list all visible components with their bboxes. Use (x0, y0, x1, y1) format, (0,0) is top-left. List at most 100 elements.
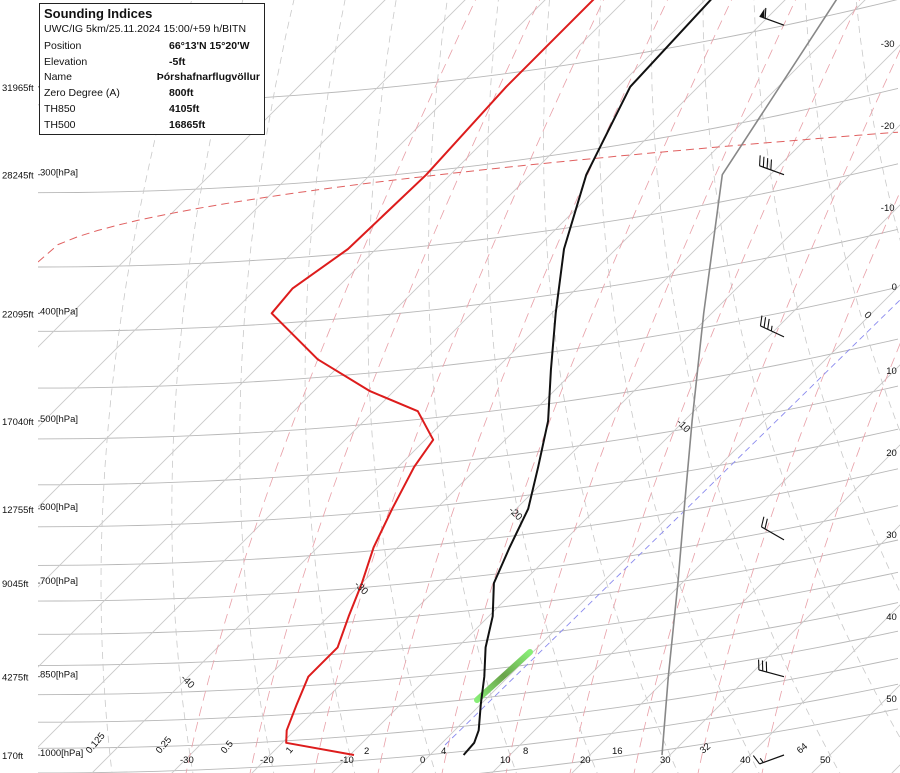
mixing-ratio-line (249, 0, 540, 773)
barb-flag (766, 158, 769, 169)
index-key: Zero Degree (A) (44, 87, 120, 100)
barb-pennant (759, 8, 765, 19)
height-tick-label: 31965ft (2, 83, 34, 94)
isobar-line (38, 468, 899, 566)
isotherm-label: -30 (352, 579, 370, 597)
isotherm-line (571, 444, 900, 773)
mixing-ratio-line (697, 191, 900, 773)
barb-half-flag (770, 325, 773, 332)
pressure-tick-label: 1050[hPa] (40, 772, 83, 773)
isobar-line (38, 571, 899, 666)
right-scale-label: -20 (881, 121, 895, 132)
mixing-ratio-label: 2 (364, 746, 369, 757)
index-row-th500: TH500 16865ft (44, 117, 260, 133)
parcel-curve (661, 0, 838, 756)
dry-adiabat-line (367, 0, 436, 773)
temperature-tick-label: 30 (660, 755, 671, 766)
lcl-line (444, 299, 900, 746)
wind-barb (752, 754, 785, 765)
index-key: Elevation (44, 55, 88, 68)
isobar-line (38, 657, 899, 749)
barb-staff (759, 754, 785, 765)
height-tick-label: 12755ft (2, 505, 34, 516)
isobar-line (38, 163, 899, 268)
barb-flag (759, 155, 761, 166)
isotherm-label: 0 (862, 310, 874, 322)
temperature-tick-label: 50 (820, 755, 831, 766)
cloud-layer (474, 649, 533, 703)
barb-flag (752, 755, 761, 765)
right-scale-label: 40 (886, 612, 897, 623)
barb-flag (759, 315, 763, 326)
temperature-tick-label: 40 (740, 755, 751, 766)
dewpoint-curve (270, 0, 595, 756)
isotherm-line (91, 0, 866, 773)
right-scale-label: 10 (886, 366, 897, 377)
height-tick-label: 4275ft (2, 673, 29, 684)
isotherm-line (651, 524, 900, 773)
pressure-tick-label: 850[hPa] (40, 670, 78, 681)
isotherm-line (811, 684, 900, 773)
mixing-ratio-line (569, 0, 860, 773)
mixing-ratio-line (633, 49, 900, 773)
mixing-ratio-label: 32 (698, 741, 713, 756)
mixing-ratio-label: 16 (612, 746, 623, 757)
barb-flag (762, 156, 765, 168)
index-row-position: Position 66°13'N 15°20'W (44, 38, 260, 54)
index-row-name: Name Þórshafnarflugvöllur (44, 70, 260, 86)
dry-adiabat-line (543, 0, 679, 773)
mixing-ratio-label: 4 (441, 746, 446, 757)
isobar-line (38, 286, 899, 389)
index-key: TH500 (44, 118, 76, 131)
index-key: Position (44, 39, 82, 52)
isotherm-label: -10 (674, 417, 692, 435)
temperature-tick-label: 10 (500, 755, 511, 766)
wind-barb (759, 7, 785, 26)
wind-barb (760, 516, 785, 541)
pressure-tick-label: 300[hPa] (40, 168, 78, 179)
index-value: 66°13'N 15°20'W (169, 39, 250, 52)
isotherm-line (38, 0, 786, 748)
wind-barb (759, 315, 785, 338)
index-value: 4105ft (169, 103, 200, 116)
index-value: 16865ft (169, 118, 206, 131)
barb-flag (770, 159, 772, 170)
isotherm-line (171, 44, 900, 773)
wind-barb (759, 155, 785, 176)
isobar-line (38, 630, 899, 723)
mixing-ratio-line (313, 0, 604, 773)
mixing-ratio-line (441, 0, 732, 773)
index-value: -5ft (169, 55, 186, 68)
mixing-ratio-line (185, 0, 476, 773)
pressure-tick-label: 500[hPa] (40, 414, 78, 425)
sounding-indices-panel: Sounding Indices UWC/IG 5km/25.11.2024 1… (39, 3, 265, 135)
height-tick-label: 28245ft (2, 171, 34, 182)
tropopause-line (38, 131, 899, 263)
height-tick-label: 22095ft (2, 309, 34, 320)
mixing-ratio-label: 64 (795, 741, 810, 756)
isobar-line (38, 87, 899, 194)
temperature-tick-label: -30 (180, 755, 194, 766)
barb-flag (763, 317, 767, 328)
dry-adiabat-line (304, 0, 356, 773)
barb-flag (760, 516, 765, 528)
temperature-tick-label: -10 (340, 755, 354, 766)
temperature-tick-label: 20 (580, 755, 591, 766)
wind-barbs: 100[hPa] (752, 7, 785, 765)
mixing-ratio-line (761, 342, 900, 773)
index-row-th850: TH850 4105ft (44, 101, 260, 117)
panel-title: Sounding Indices (44, 6, 153, 21)
barb-staff (758, 669, 785, 678)
isotherm-line (251, 124, 900, 773)
height-tick-label: 9045ft (2, 579, 29, 590)
mixing-ratio-line (377, 0, 668, 773)
mixing-ratio-label: 0.125 (84, 731, 108, 756)
barb-staff (759, 165, 785, 176)
pressure-tick-label: 600[hPa] (40, 502, 78, 513)
isotherm-line (491, 364, 900, 773)
right-scale-label: 0 (892, 282, 897, 293)
